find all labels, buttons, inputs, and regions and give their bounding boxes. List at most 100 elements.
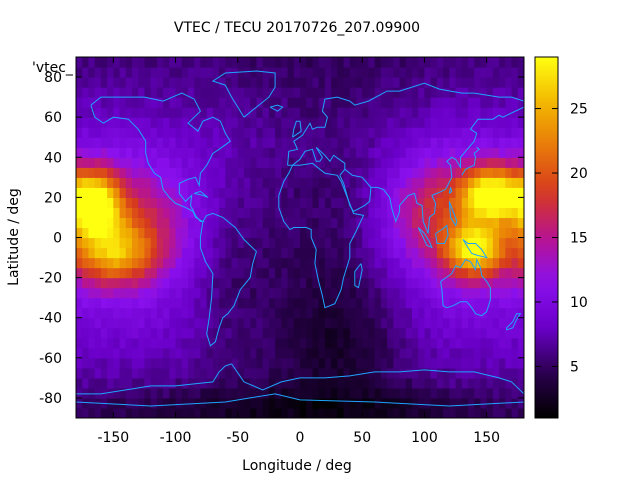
heatmap-cell bbox=[356, 217, 363, 229]
heatmap-cell bbox=[88, 217, 96, 229]
heatmap-cell bbox=[82, 167, 90, 178]
heatmap-cell bbox=[156, 157, 164, 168]
heatmap-cell bbox=[132, 67, 139, 78]
heatmap-cell bbox=[430, 237, 438, 249]
heatmap-cell bbox=[225, 357, 233, 369]
heatmap-cell bbox=[412, 167, 419, 178]
heatmap-cell bbox=[194, 57, 202, 68]
heatmap-cell bbox=[449, 117, 457, 128]
heatmap-cell bbox=[424, 367, 432, 379]
heatmap-cell bbox=[337, 97, 345, 108]
heatmap-cell bbox=[324, 207, 332, 219]
heatmap-cell bbox=[181, 267, 189, 279]
heatmap-cell bbox=[76, 77, 83, 88]
heatmap-cell bbox=[324, 187, 332, 198]
heatmap-cell bbox=[387, 307, 394, 319]
heatmap-cell bbox=[461, 397, 469, 409]
heatmap-cell bbox=[175, 307, 183, 319]
heatmap-cell bbox=[511, 137, 519, 148]
heatmap-cell bbox=[474, 237, 482, 249]
heatmap-cell bbox=[418, 317, 426, 329]
heatmap-cell bbox=[461, 177, 469, 188]
heatmap-cell bbox=[455, 257, 463, 269]
heatmap-cell bbox=[88, 147, 96, 158]
heatmap-cell bbox=[113, 357, 121, 369]
heatmap-cell bbox=[393, 97, 401, 108]
heatmap-cell bbox=[405, 367, 413, 379]
heatmap-cell bbox=[287, 307, 295, 319]
heatmap-cell bbox=[405, 347, 413, 359]
heatmap-cell bbox=[275, 367, 282, 379]
heatmap-cell bbox=[169, 367, 177, 379]
heatmap-cell bbox=[331, 257, 338, 269]
heatmap-cell bbox=[362, 267, 370, 279]
heatmap-cell bbox=[132, 127, 139, 138]
heatmap-cell bbox=[455, 267, 463, 279]
heatmap-cell bbox=[268, 77, 276, 88]
heatmap-cell bbox=[449, 207, 457, 219]
heatmap-cell bbox=[250, 77, 258, 88]
heatmap-cell bbox=[212, 157, 220, 168]
heatmap-cell bbox=[132, 407, 139, 418]
heatmap-cell bbox=[399, 217, 407, 229]
heatmap-cell bbox=[374, 347, 382, 359]
heatmap-cell bbox=[430, 367, 438, 379]
heatmap-cell bbox=[468, 227, 475, 239]
heatmap-cell bbox=[374, 197, 382, 209]
heatmap-cell bbox=[492, 227, 500, 239]
heatmap-cell bbox=[306, 247, 314, 259]
heatmap-cell bbox=[231, 407, 239, 418]
heatmap-cell bbox=[156, 377, 164, 389]
heatmap-cell bbox=[169, 307, 177, 319]
heatmap-cell bbox=[349, 167, 357, 178]
coastline bbox=[448, 201, 458, 227]
heatmap-cell bbox=[517, 407, 524, 418]
heatmap-cell bbox=[486, 327, 494, 339]
heatmap-cell bbox=[412, 407, 419, 418]
heatmap-cell bbox=[449, 67, 457, 78]
heatmap-cell bbox=[405, 277, 413, 289]
heatmap-cell bbox=[318, 347, 326, 359]
heatmap-cell bbox=[418, 257, 426, 269]
heatmap-cell bbox=[237, 227, 245, 239]
heatmap-cell bbox=[331, 347, 338, 359]
heatmap-cell bbox=[405, 137, 413, 148]
heatmap-cell bbox=[387, 387, 394, 399]
heatmap-cell bbox=[281, 237, 289, 249]
heatmap-cell bbox=[181, 207, 189, 219]
heatmap-cell bbox=[150, 217, 158, 229]
heatmap-cell bbox=[480, 277, 488, 289]
heatmap-cell bbox=[231, 147, 239, 158]
heatmap-cell bbox=[380, 57, 388, 68]
heatmap-cell bbox=[256, 167, 264, 178]
heatmap-cell bbox=[492, 237, 500, 249]
heatmap-cell bbox=[275, 327, 282, 339]
heatmap-cell bbox=[312, 377, 320, 389]
heatmap-cell bbox=[492, 157, 500, 168]
heatmap-cell bbox=[492, 197, 500, 209]
heatmap-cell bbox=[181, 177, 189, 188]
heatmap-cell bbox=[125, 157, 133, 168]
heatmap-cell bbox=[349, 127, 357, 138]
heatmap-cell bbox=[424, 247, 432, 259]
heatmap-cell bbox=[511, 267, 519, 279]
heatmap-cell bbox=[356, 307, 363, 319]
heatmap-cell bbox=[374, 147, 382, 158]
heatmap-cell bbox=[324, 307, 332, 319]
heatmap-cell bbox=[156, 67, 164, 78]
heatmap-cell bbox=[82, 297, 90, 309]
heatmap-cell bbox=[287, 367, 295, 379]
heatmap-cell bbox=[293, 87, 301, 98]
heatmap-cell bbox=[393, 167, 401, 178]
heatmap-cell bbox=[150, 337, 158, 349]
heatmap-cell bbox=[306, 297, 314, 309]
heatmap-cell bbox=[113, 227, 121, 239]
heatmap-cell bbox=[181, 87, 189, 98]
heatmap-cell bbox=[505, 337, 513, 349]
heatmap-cell bbox=[82, 147, 90, 158]
heatmap-cell bbox=[244, 97, 251, 108]
heatmap-cell bbox=[231, 107, 239, 118]
heatmap-cell bbox=[281, 287, 289, 299]
heatmap-cell bbox=[138, 207, 146, 219]
